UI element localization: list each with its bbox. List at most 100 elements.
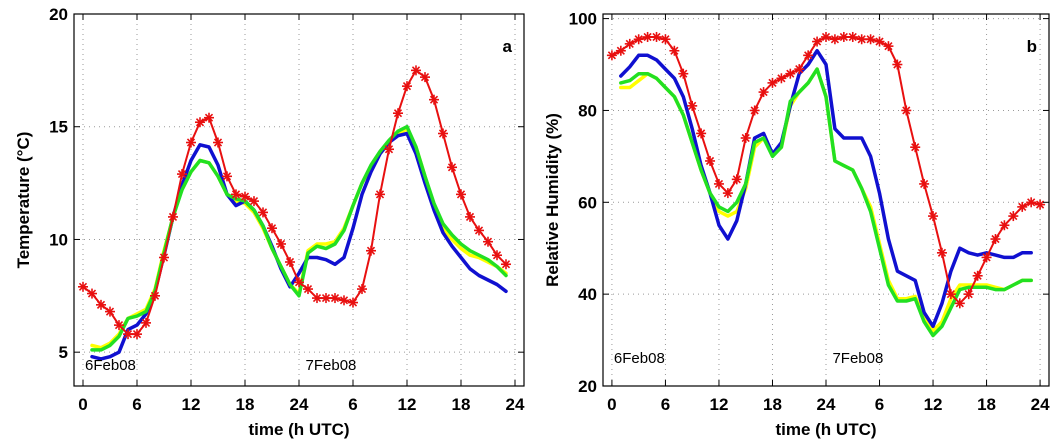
- asterisk-marker: [838, 31, 849, 42]
- asterisk-marker: [429, 94, 439, 105]
- x-tick-label: 6: [661, 395, 670, 414]
- x-tick-label: 12: [182, 395, 201, 414]
- asterisk-marker: [892, 59, 903, 70]
- asterisk-marker: [856, 34, 867, 45]
- asterisk-marker: [731, 174, 742, 185]
- asterisk-marker: [642, 31, 653, 42]
- asterisk-marker: [722, 188, 733, 199]
- asterisk-marker: [847, 31, 858, 42]
- asterisk-marker: [812, 36, 823, 47]
- x-tick-label: 24: [1031, 395, 1050, 414]
- x-axis-label: time (h UTC): [775, 420, 876, 439]
- series-1: [619, 48, 1033, 329]
- x-tick-label: 6: [132, 395, 141, 414]
- asterisk-marker: [168, 211, 178, 222]
- date-annotation: 7Feb08: [832, 350, 883, 367]
- relative-humidity-panel: 0 6 12 18 24 6 12 18 24 20 40 60 80 100 time (h UTC) Re…: [543, 10, 1050, 439]
- asterisk-marker: [240, 191, 250, 202]
- asterisk-marker: [96, 299, 106, 310]
- series-1: [90, 131, 508, 361]
- asterisk-marker: [267, 223, 277, 234]
- asterisk-marker: [186, 137, 196, 148]
- asterisk-marker: [785, 68, 796, 79]
- asterisk-marker: [928, 211, 939, 222]
- asterisk-marker: [606, 50, 617, 61]
- asterisk-marker: [339, 295, 349, 306]
- asterisk-marker: [713, 178, 724, 189]
- series-3: [78, 65, 511, 340]
- asterisk-marker: [767, 77, 778, 88]
- asterisk-marker: [990, 234, 1001, 245]
- y-tick-label: 10: [49, 230, 68, 249]
- asterisk-marker: [105, 306, 115, 317]
- x-tick-label: 0: [78, 395, 87, 414]
- asterisk-marker: [222, 171, 232, 182]
- asterisk-marker: [633, 34, 644, 45]
- asterisk-marker: [901, 105, 912, 116]
- asterisk-marker: [1035, 199, 1046, 210]
- asterisk-marker: [159, 252, 169, 263]
- asterisk-marker: [821, 31, 831, 42]
- x-axis-label: time (h UTC): [248, 420, 349, 439]
- asterisk-marker: [348, 297, 358, 308]
- y-tick-label: 15: [49, 118, 68, 137]
- asterisk-marker: [740, 133, 751, 143]
- asterisk-marker: [954, 298, 965, 309]
- asterisk-marker: [150, 290, 160, 301]
- asterisk-marker: [758, 87, 769, 98]
- x-tick-label: 24: [506, 395, 525, 414]
- asterisk-marker: [981, 252, 992, 263]
- asterisk-marker: [231, 189, 241, 200]
- asterisk-marker: [972, 270, 983, 281]
- asterisk-marker: [705, 155, 716, 166]
- x-tick-label: 24: [817, 395, 836, 414]
- asterisk-marker: [501, 259, 511, 270]
- x-tick-label: 24: [290, 395, 309, 414]
- asterisk-marker: [285, 257, 295, 267]
- y-tick-label: 80: [578, 101, 597, 120]
- x-tick-label: 12: [924, 395, 943, 414]
- series-line: [619, 67, 1033, 338]
- asterisk-marker: [945, 289, 956, 300]
- asterisk-marker: [794, 64, 805, 75]
- asterisk-marker: [195, 117, 205, 128]
- asterisk-marker: [919, 178, 930, 189]
- asterisk-marker: [411, 65, 421, 76]
- asterisk-marker: [366, 245, 376, 256]
- series-3: [606, 31, 1046, 309]
- asterisk-marker: [465, 211, 475, 222]
- asterisk-marker: [678, 68, 689, 79]
- asterisk-marker: [1008, 211, 1019, 222]
- y-tick-label: 5: [59, 343, 68, 362]
- asterisk-marker: [330, 293, 340, 304]
- asterisk-marker: [660, 34, 671, 45]
- asterisk-marker: [438, 128, 448, 139]
- asterisk-marker: [615, 45, 626, 56]
- series-2: [90, 124, 508, 352]
- x-tick-label: 18: [236, 395, 255, 414]
- y-tick-label: 100: [569, 10, 597, 29]
- y-tick-label: 60: [578, 193, 597, 212]
- asterisk-marker: [258, 207, 268, 218]
- y-tick-label: 20: [578, 377, 597, 396]
- asterisk-marker: [213, 137, 223, 148]
- asterisk-marker: [177, 169, 187, 180]
- panel-label: b: [1027, 37, 1037, 56]
- asterisk-marker: [874, 36, 885, 47]
- x-tick-label: 18: [452, 395, 471, 414]
- x-tick-label: 6: [875, 395, 884, 414]
- asterisk-marker: [651, 31, 662, 42]
- date-annotation: 6Feb08: [614, 350, 665, 367]
- x-tick-label: 18: [977, 395, 996, 414]
- series-line: [90, 131, 508, 361]
- series-2: [619, 67, 1033, 338]
- y-tick-label: 40: [578, 285, 597, 304]
- asterisk-marker: [696, 128, 707, 139]
- asterisk-marker: [114, 320, 124, 331]
- asterisk-marker: [294, 277, 304, 288]
- asterisk-marker: [420, 72, 430, 83]
- asterisk-marker: [1017, 201, 1028, 212]
- asterisk-marker: [492, 250, 502, 261]
- asterisk-marker: [963, 289, 974, 300]
